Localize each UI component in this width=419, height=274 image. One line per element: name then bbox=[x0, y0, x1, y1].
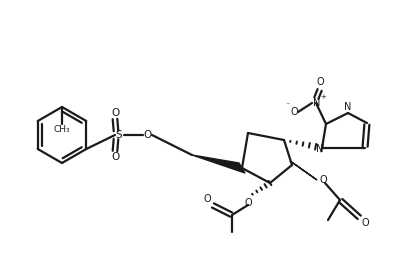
Text: ⁻: ⁻ bbox=[286, 101, 290, 110]
Text: O: O bbox=[143, 130, 151, 140]
Text: N: N bbox=[313, 98, 321, 108]
Text: O: O bbox=[203, 194, 211, 204]
Polygon shape bbox=[192, 155, 245, 173]
Text: O: O bbox=[111, 152, 119, 162]
Text: O: O bbox=[319, 175, 327, 185]
Text: O: O bbox=[111, 108, 119, 118]
Text: O: O bbox=[361, 218, 369, 228]
Text: O: O bbox=[244, 198, 252, 208]
Text: N: N bbox=[316, 144, 324, 154]
Polygon shape bbox=[290, 161, 317, 180]
Text: O: O bbox=[290, 107, 298, 117]
Text: O: O bbox=[316, 77, 324, 87]
Text: S: S bbox=[116, 130, 122, 140]
Text: +: + bbox=[320, 94, 326, 100]
Text: N: N bbox=[344, 102, 352, 112]
Text: CH₃: CH₃ bbox=[54, 124, 70, 133]
